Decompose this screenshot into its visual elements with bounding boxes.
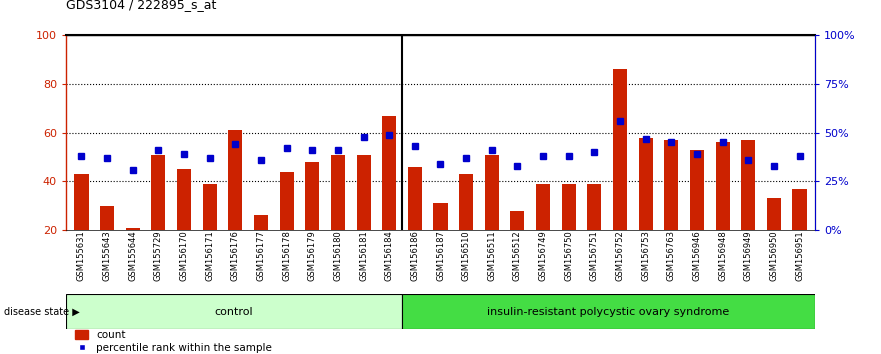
Bar <box>228 130 242 230</box>
Bar <box>588 184 602 230</box>
Text: GDS3104 / 222895_s_at: GDS3104 / 222895_s_at <box>66 0 217 11</box>
Bar <box>100 206 115 230</box>
Bar <box>690 150 704 230</box>
Bar <box>382 116 396 230</box>
Bar <box>357 155 371 230</box>
Text: control: control <box>215 307 254 316</box>
Bar <box>203 184 217 230</box>
Bar <box>152 155 166 230</box>
Bar <box>613 69 627 230</box>
Bar <box>766 199 781 230</box>
Text: insulin-resistant polycystic ovary syndrome: insulin-resistant polycystic ovary syndr… <box>487 307 729 316</box>
Bar <box>254 216 268 230</box>
Bar <box>408 167 422 230</box>
Bar <box>126 228 140 230</box>
Legend: count, percentile rank within the sample: count, percentile rank within the sample <box>71 326 277 354</box>
Bar <box>664 140 678 230</box>
Text: disease state ▶: disease state ▶ <box>4 307 80 316</box>
Bar <box>66 294 402 329</box>
Bar <box>536 184 550 230</box>
Bar <box>793 189 807 230</box>
Bar <box>433 203 448 230</box>
Bar <box>279 172 293 230</box>
Bar <box>74 174 88 230</box>
Bar <box>639 138 653 230</box>
Bar <box>177 169 191 230</box>
Bar <box>331 155 345 230</box>
Bar <box>459 174 473 230</box>
Bar <box>741 140 755 230</box>
Bar <box>485 155 499 230</box>
Bar <box>562 184 576 230</box>
Bar <box>510 211 524 230</box>
Bar <box>305 162 319 230</box>
Bar <box>402 294 815 329</box>
Bar <box>715 142 729 230</box>
